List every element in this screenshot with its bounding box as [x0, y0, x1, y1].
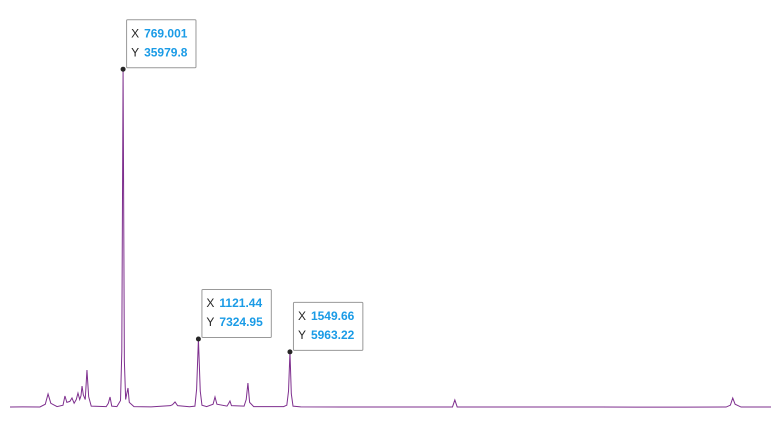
datatip-y-value: 7324.95	[219, 315, 263, 329]
datatip-x-label: X	[206, 296, 214, 310]
datatip-x-value: 1121.44	[219, 296, 262, 310]
datatip-y-label: Y	[298, 328, 306, 342]
datatip-box	[201, 289, 272, 339]
datatip-marker	[195, 336, 201, 342]
datatip-x-label: X	[298, 309, 306, 323]
datatip-marker	[120, 66, 126, 72]
datatip-x-label: X	[131, 26, 139, 40]
datatip-x-value: 769.001	[144, 26, 188, 40]
datatip-box	[292, 301, 364, 351]
datatip-x-value: 1549.66	[311, 309, 355, 323]
datatip: X 1549.66 Y 5963.22	[287, 301, 364, 355]
spectrum-line	[9, 69, 771, 408]
datatip-box	[126, 19, 197, 69]
datatip: X 769.001 Y 35979.8	[120, 19, 197, 72]
datatip-marker	[287, 349, 293, 355]
datatip-y-label: Y	[206, 315, 214, 329]
datatip-y-label: Y	[131, 45, 139, 59]
datatip-y-value: 35979.8	[144, 45, 188, 59]
datatip: X 1121.44 Y 7324.95	[195, 289, 272, 342]
datatip-y-value: 5963.22	[311, 328, 355, 342]
